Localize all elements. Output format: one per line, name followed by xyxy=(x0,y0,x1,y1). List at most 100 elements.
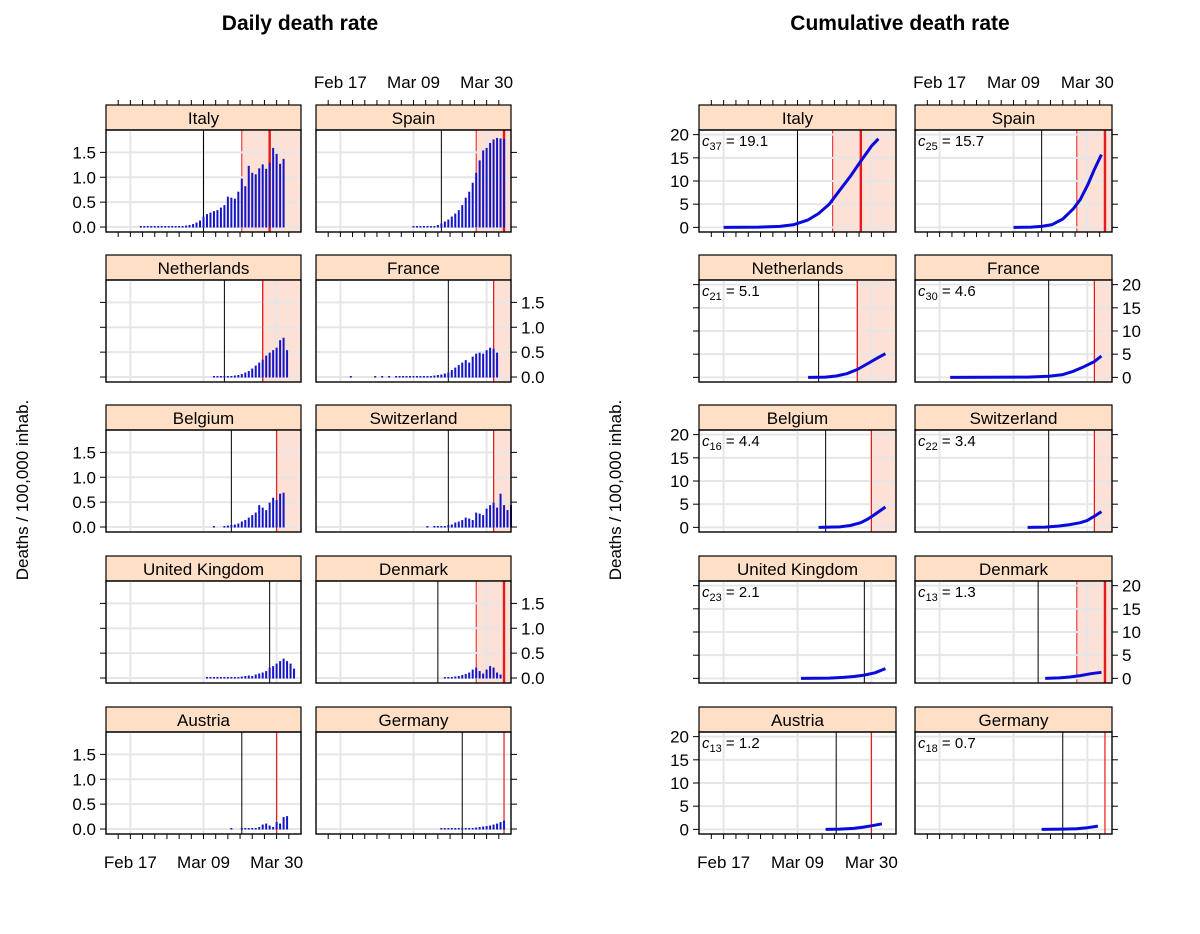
strip-label: Belgium xyxy=(173,409,234,428)
y-tick-label: 20 xyxy=(670,126,689,145)
strip-label: Switzerland xyxy=(370,409,458,428)
data-bar xyxy=(258,362,261,378)
cumulative-death-rate-chart: Cumulative death rate Deaths / 100,000 in… xyxy=(606,12,1141,872)
data-bar xyxy=(447,525,450,528)
data-bar xyxy=(286,661,289,679)
data-bar xyxy=(485,147,488,228)
panel-spain: Spain c25 = 15.7 Feb 17 Mar 09 Mar 30 xyxy=(913,73,1118,237)
strip-france xyxy=(914,254,1113,281)
y-tick-label: 5 xyxy=(680,195,689,214)
daily-death-rate-chart: Daily death rate Deaths / 100,000 inhab. I… xyxy=(13,12,545,872)
strip-label: Austria xyxy=(771,711,824,730)
x-tick-label: Mar 30 xyxy=(845,853,898,872)
data-bar xyxy=(230,677,233,679)
data-bar xyxy=(282,337,285,378)
data-bar xyxy=(461,362,464,378)
y-tick-label: 1.5 xyxy=(72,443,96,462)
data-bar xyxy=(454,213,457,228)
strip-label: Austria xyxy=(177,711,230,730)
y-tick-label: 0.5 xyxy=(72,193,96,212)
data-bar xyxy=(468,518,471,528)
data-bar xyxy=(275,347,278,378)
data-bar xyxy=(454,828,457,830)
data-bar xyxy=(212,677,215,679)
strip-label: Germany xyxy=(379,711,449,730)
strip-label: Netherlands xyxy=(752,259,844,278)
data-bar xyxy=(268,502,271,528)
data-bar xyxy=(457,828,460,830)
data-bar xyxy=(254,174,257,228)
data-curve xyxy=(1041,824,1099,831)
data-bar xyxy=(146,226,149,228)
y-tick-label: 5 xyxy=(680,797,689,816)
data-bar xyxy=(219,207,222,228)
data-bar xyxy=(492,348,495,378)
strip-label: Spain xyxy=(992,109,1035,128)
data-bar xyxy=(436,526,439,528)
data-bar xyxy=(251,172,254,228)
y-tick-label: 0.5 xyxy=(72,795,96,814)
data-bar xyxy=(279,493,282,528)
data-bar xyxy=(244,676,247,679)
data-bar xyxy=(289,663,292,679)
data-bar xyxy=(482,515,485,528)
data-bar xyxy=(226,376,229,378)
data-bar xyxy=(471,356,474,378)
data-curve xyxy=(950,354,1103,379)
data-curve xyxy=(825,822,883,831)
data-bar xyxy=(195,222,198,228)
annotation: c25 = 15.7 xyxy=(918,133,984,153)
y-tick-label: 0.0 xyxy=(521,669,545,688)
panel-border xyxy=(105,580,302,684)
data-bar xyxy=(429,376,432,378)
data-bar xyxy=(272,147,275,228)
data-bar xyxy=(240,374,243,378)
strip-label: France xyxy=(387,259,440,278)
data-bar xyxy=(443,677,446,679)
data-bar xyxy=(475,512,478,528)
data-bar xyxy=(251,515,254,528)
data-bar xyxy=(223,526,226,528)
data-bar xyxy=(489,505,492,528)
data-bar xyxy=(185,225,188,228)
y-axis-label: Deaths / 100,000 inhab. xyxy=(13,400,32,581)
data-bar xyxy=(143,226,146,228)
panel-switzerland: Switzerland c22 = 3.4 xyxy=(914,404,1118,533)
data-bar xyxy=(150,226,153,228)
data-bar xyxy=(202,216,205,228)
data-bar xyxy=(209,677,212,679)
data-bar xyxy=(272,497,275,528)
data-bar xyxy=(485,826,488,830)
data-bar xyxy=(440,374,443,378)
strip-label: United Kingdom xyxy=(737,560,858,579)
panel-border xyxy=(315,429,512,533)
data-bar xyxy=(496,352,499,378)
data-bar xyxy=(450,524,453,528)
data-bar xyxy=(468,362,471,378)
data-bar xyxy=(265,671,268,679)
data-bar xyxy=(261,164,264,228)
data-bar xyxy=(478,352,481,378)
annotation: c16 = 4.4 xyxy=(702,433,760,453)
data-bar xyxy=(244,828,247,830)
data-bar xyxy=(485,669,488,679)
data-bar xyxy=(167,226,170,228)
data-bar xyxy=(499,822,502,830)
shaded-period xyxy=(262,280,301,382)
y-tick-label: 0 xyxy=(1122,368,1131,387)
strip-label: France xyxy=(987,259,1040,278)
panel-italy: Italy 0.0 0.5 1.0 1.5 xyxy=(72,100,302,237)
strip-denmark xyxy=(914,555,1113,582)
data-bar xyxy=(395,376,398,378)
x-tick-label: Mar 09 xyxy=(771,853,824,872)
data-bar xyxy=(272,827,275,830)
data-bar xyxy=(205,214,208,228)
data-bar xyxy=(482,673,485,679)
panel-france: France 0.0 0.5 1.0 1.5 xyxy=(315,254,545,387)
data-bar xyxy=(244,372,247,378)
y-tick-label: 5 xyxy=(1122,646,1131,665)
y-tick-label: 0.0 xyxy=(72,820,96,839)
